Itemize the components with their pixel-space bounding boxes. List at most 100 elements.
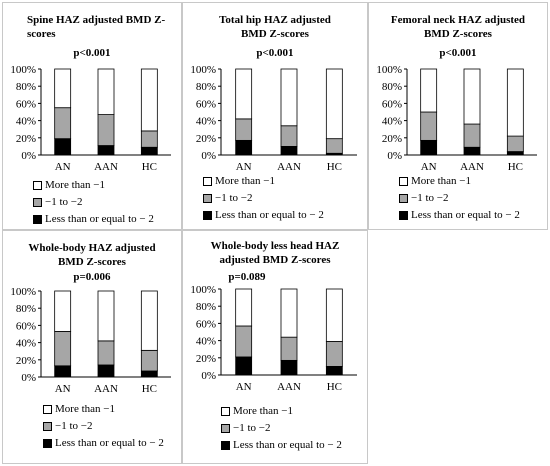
legend: More than −1 −1 to −2 Less than or equal… [221, 405, 342, 456]
bar-segment [97, 114, 115, 146]
legend-swatch [43, 438, 52, 448]
x-tick-label: HC [142, 383, 157, 395]
y-tick-label: 40% [16, 116, 36, 128]
bar-segment [325, 288, 343, 342]
x-tick-label: HC [327, 381, 342, 393]
legend-label: −1 to −2 [233, 422, 271, 434]
bar-segment [140, 146, 158, 156]
x-tick-label: AN [55, 383, 71, 395]
y-tick-label: 0% [21, 372, 36, 384]
legend-label: Less than or equal to − 2 [411, 209, 520, 221]
y-tick-label: 100% [190, 64, 216, 76]
bar-segment [235, 68, 253, 120]
y-tick-label: 40% [196, 336, 216, 348]
y-tick-label: 100% [190, 284, 216, 296]
y-tick-label: 80% [382, 81, 402, 93]
legend-label: Less than or equal to − 2 [45, 213, 154, 225]
bar-segment [97, 364, 115, 378]
chart-title: Whole-body less head HAZ adjusted BMD Z-… [210, 240, 340, 266]
x-tick-label: AN [236, 381, 252, 393]
legend-item-more-than-minus-1: More than −1 [33, 179, 154, 191]
legend-swatch [221, 423, 230, 433]
legend-label: Less than or equal to − 2 [55, 437, 164, 449]
y-tick-label: 0% [21, 150, 36, 162]
y-tick-label: 80% [16, 81, 36, 93]
x-tick-label: AAN [94, 383, 118, 395]
legend-label: More than −1 [45, 179, 105, 191]
legend-item-minus-1-to-minus-2: −1 to −2 [399, 192, 520, 204]
legend-swatch [221, 406, 230, 416]
y-tick-label: 100% [10, 64, 36, 76]
bar-segment [235, 325, 253, 358]
legend-label: More than −1 [411, 175, 471, 187]
legend-swatch [33, 214, 42, 224]
bar-segment [140, 130, 158, 148]
y-tick-label: 20% [196, 133, 216, 145]
bar-segment [280, 336, 298, 361]
legend-item-less-than-minus-2: Less than or equal to − 2 [399, 209, 520, 221]
bar-segment [140, 290, 158, 351]
y-tick-label: 40% [16, 338, 36, 350]
bar-segment [420, 111, 438, 141]
legend-swatch [203, 193, 212, 203]
bar-segment [325, 68, 343, 140]
bar-segment [463, 146, 481, 156]
y-tick-label: 100% [10, 286, 36, 298]
legend-item-more-than-minus-1: More than −1 [43, 403, 164, 415]
bar-segment [280, 68, 298, 127]
chart-title: Spine HAZ adjusted BMD Z-scores [27, 14, 166, 40]
stacked-bar-chart: 0% 20% 40% 60% 80% 100% AN AAN HC [190, 64, 357, 173]
legend-swatch [399, 193, 408, 203]
legend-item-less-than-minus-2: Less than or equal to − 2 [221, 439, 342, 451]
y-tick-label: 20% [382, 133, 402, 145]
legend-swatch [399, 210, 408, 220]
x-tick-label: HC [508, 161, 523, 173]
y-tick-label: 20% [16, 355, 36, 367]
stacked-bar-chart: 0% 20% 40% 60% 80% 100% AN AAN HC [10, 64, 171, 173]
bar-segment [280, 146, 298, 156]
p-value: p<0.001 [256, 47, 294, 59]
legend-swatch [399, 176, 408, 186]
y-tick-label: 20% [196, 353, 216, 365]
legend: More than −1 −1 to −2 Less than or equal… [399, 175, 520, 226]
y-tick-label: 0% [201, 150, 216, 162]
y-tick-label: 60% [382, 98, 402, 110]
bar-segment [506, 68, 524, 137]
bar-segment [97, 68, 115, 115]
bar-segment [506, 135, 524, 152]
legend-item-minus-1-to-minus-2: −1 to −2 [43, 420, 164, 432]
bar-segment [235, 288, 253, 327]
legend-item-more-than-minus-1: More than −1 [221, 405, 342, 417]
y-tick-label: 0% [387, 150, 402, 162]
p-value: p=0.089 [228, 271, 266, 283]
y-tick-label: 60% [16, 98, 36, 110]
y-tick-label: 100% [376, 64, 402, 76]
legend-item-minus-1-to-minus-2: −1 to −2 [33, 196, 154, 208]
legend-label: More than −1 [55, 403, 115, 415]
chart-title: Total hip HAZ adjusted BMD Z-scores [219, 14, 331, 40]
legend-swatch [203, 210, 212, 220]
y-tick-label: 40% [382, 116, 402, 128]
y-tick-label: 60% [16, 320, 36, 332]
chart-panel-spine: Spine HAZ adjusted BMD Z-scores p<0.001 … [2, 2, 182, 230]
legend-swatch [43, 404, 52, 414]
x-tick-label: AN [55, 161, 71, 173]
x-tick-label: AAN [277, 381, 301, 393]
legend-item-more-than-minus-1: More than −1 [399, 175, 520, 187]
y-tick-label: 40% [196, 116, 216, 128]
bar-segment [54, 290, 72, 332]
x-tick-label: AAN [460, 161, 484, 173]
stacked-bar-chart: 0% 20% 40% 60% 80% 100% AN AAN HC [10, 286, 171, 395]
legend-swatch [203, 176, 212, 186]
stacked-bar-chart: 0% 20% 40% 60% 80% 100% AN AAN HC [376, 64, 537, 173]
bar-segment [97, 145, 115, 156]
bar-segment [54, 107, 72, 140]
x-tick-label: AN [236, 161, 252, 173]
legend-label: Less than or equal to − 2 [215, 209, 324, 221]
bar-segment [54, 138, 72, 156]
bar-segment [280, 288, 298, 338]
legend-item-more-than-minus-1: More than −1 [203, 175, 324, 187]
chart-panel-whole-body-less-head: Whole-body less head HAZ adjusted BMD Z-… [182, 230, 368, 464]
bar-segment [54, 68, 72, 109]
legend: More than −1 −1 to −2 Less than or equal… [203, 175, 324, 226]
